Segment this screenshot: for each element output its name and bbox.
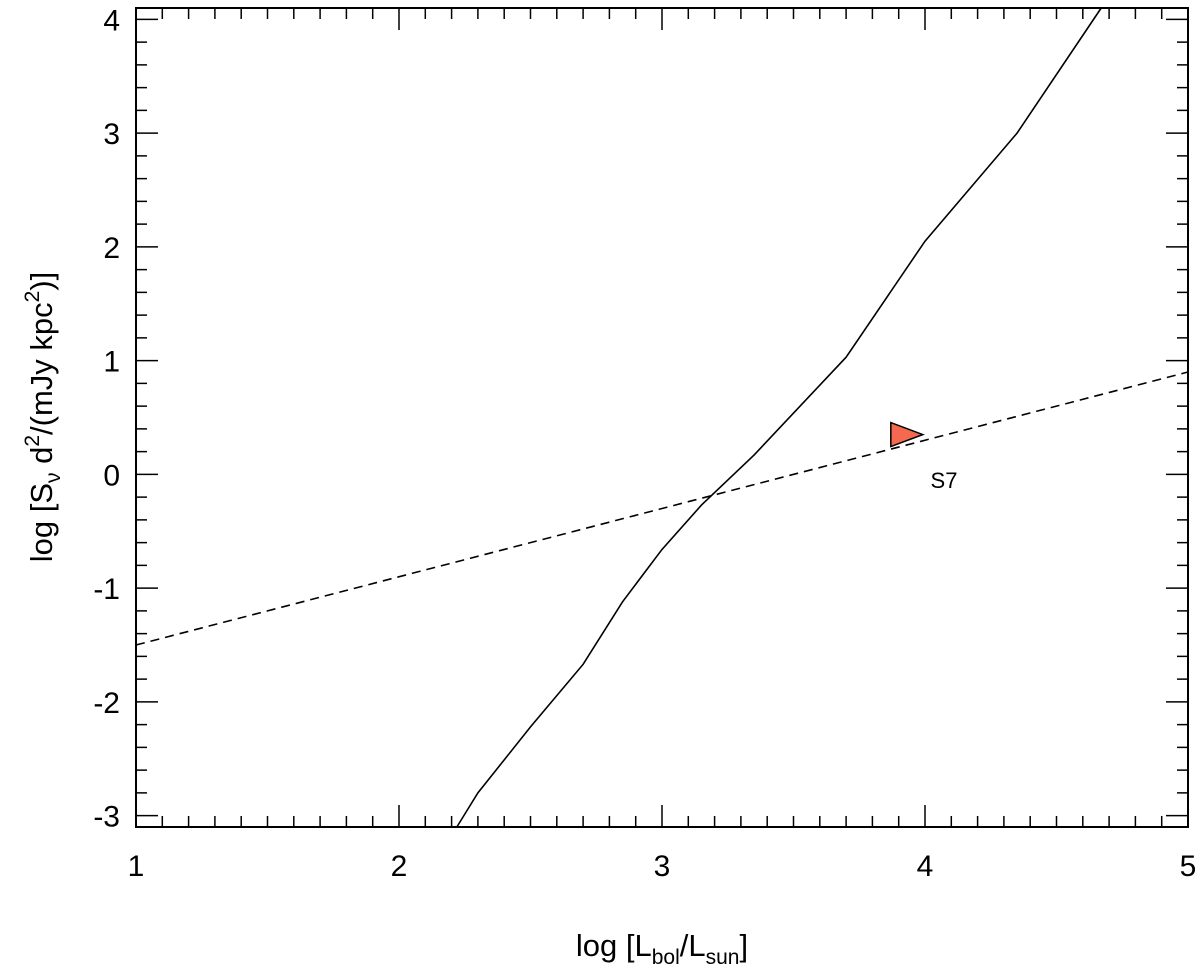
dashed-line-series xyxy=(135,371,1189,646)
marker-triangle-s7 xyxy=(890,421,925,448)
y-tick-label: 0 xyxy=(103,459,120,492)
x-tick-label: 1 xyxy=(128,850,145,883)
y-tick-labels: -3 -2 -1 0 1 2 3 4 xyxy=(93,4,120,833)
y-tick-label: 4 xyxy=(103,4,120,37)
y-tick-label: 2 xyxy=(103,232,120,265)
series-layer xyxy=(135,7,1189,828)
x-tick-labels: 1 2 3 4 5 xyxy=(128,850,1197,883)
y-tick-label: -3 xyxy=(93,801,120,834)
x-tick-label: 3 xyxy=(654,850,671,883)
x-tick-label: 2 xyxy=(391,850,408,883)
marker-layer xyxy=(890,421,925,448)
x-tick-label: 4 xyxy=(917,850,934,883)
y-axis-title: log [Sν d2/(mJy kpc2)] xyxy=(21,272,65,563)
x-axis-title: log [Lbol/Lsun] xyxy=(576,928,748,969)
x-tick-label: 5 xyxy=(1180,850,1197,883)
ticks-layer xyxy=(135,8,1189,827)
solid-line-series xyxy=(456,7,1102,828)
y-tick-label: -2 xyxy=(93,687,120,720)
y-tick-label: 1 xyxy=(103,346,120,379)
y-tick-label: 3 xyxy=(103,118,120,151)
plot-frame xyxy=(135,7,1189,828)
y-tick-label: -1 xyxy=(93,573,120,606)
marker-label-s7: S7 xyxy=(931,468,958,493)
